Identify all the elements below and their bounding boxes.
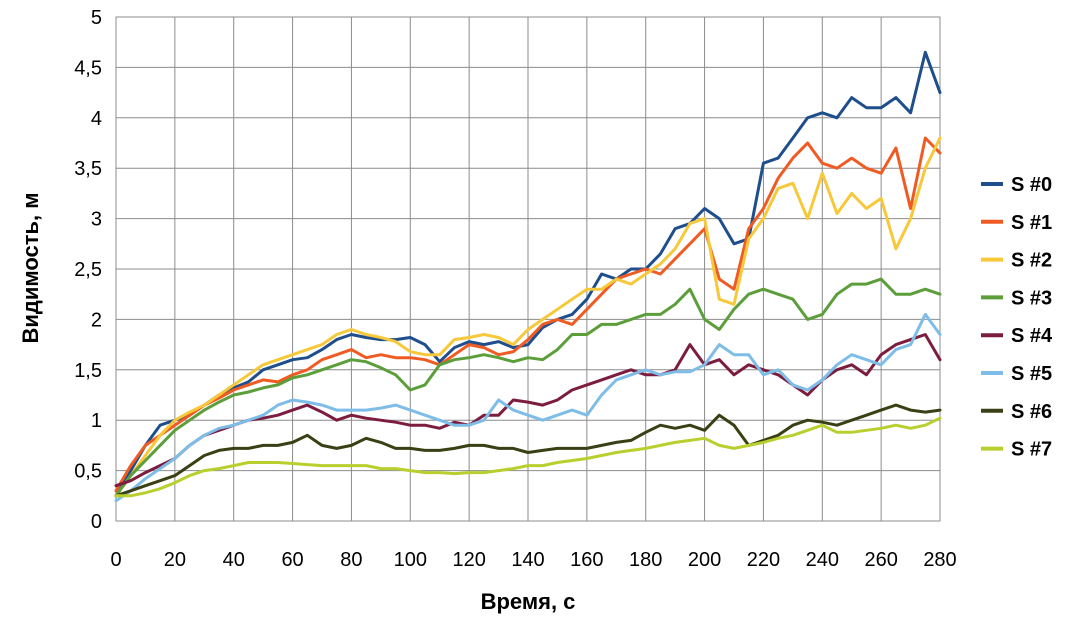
- y-tick-label: 0: [91, 511, 102, 533]
- x-tick-label: 80: [340, 549, 362, 571]
- legend-item-5: S #5: [981, 363, 1052, 385]
- legend-item-0: S #0: [981, 174, 1052, 196]
- y-tick-label: 3: [91, 209, 102, 231]
- series-line-6: [114, 403, 942, 498]
- y-tick-label: 4,5: [74, 57, 102, 79]
- y-tick-label: 3,5: [74, 158, 102, 180]
- legend-item-3: S #3: [981, 287, 1052, 309]
- legend-item-7: S #7: [981, 439, 1052, 461]
- legend-item-6: S #6: [981, 401, 1052, 423]
- y-tick-label: 0,5: [74, 461, 102, 483]
- plot-area: [115, 16, 941, 522]
- x-tick-label: 140: [511, 549, 544, 571]
- y-tick-label: 1: [91, 410, 102, 432]
- x-tick-label: 200: [688, 549, 721, 571]
- grid: [115, 16, 941, 522]
- y-tick-label: 4: [91, 108, 102, 130]
- series-line-5: [114, 312, 942, 503]
- legend-label: S #6: [1011, 401, 1052, 423]
- legend-label: S #7: [1011, 439, 1052, 461]
- legend-item-1: S #1: [981, 212, 1052, 234]
- x-tick-label: 20: [164, 549, 186, 571]
- x-tick-label: 100: [394, 549, 427, 571]
- legend-label: S #1: [1011, 212, 1052, 234]
- y-tick-label: 5: [91, 7, 102, 29]
- y-tick-label: 2: [91, 309, 102, 331]
- x-axis-ticks: 0 20 40 60 80 100 120 140 160 180 200 220 240 260 280: [110, 549, 956, 571]
- y-axis-title: Видимость, м: [18, 192, 43, 343]
- x-tick-label: 180: [629, 549, 662, 571]
- x-tick-label: 40: [223, 549, 245, 571]
- x-tick-label: 120: [452, 549, 485, 571]
- x-tick-label: 0: [110, 549, 121, 571]
- y-axis-ticks: 0 0,5 1 1,5 2 2,5 3 3,5 4 4,5 5: [74, 7, 102, 533]
- x-axis-title: Время, с: [481, 589, 576, 614]
- x-tick-label: 220: [747, 549, 780, 571]
- legend-item-2: S #2: [981, 250, 1052, 272]
- legend-label: S #0: [1011, 174, 1052, 196]
- x-tick-label: 260: [864, 549, 897, 571]
- x-tick-label: 60: [281, 549, 303, 571]
- legend: S #0 S #1 S #2 S #3 S #4 S #5 S #6 S #7: [981, 174, 1053, 461]
- x-tick-label: 160: [570, 549, 603, 571]
- series-lines: [114, 50, 942, 503]
- legend-label: S #2: [1011, 250, 1052, 272]
- series-line-7: [114, 416, 942, 498]
- legend-label: S #3: [1011, 287, 1052, 309]
- legend-item-4: S #4: [981, 325, 1053, 347]
- x-tick-label: 240: [806, 549, 839, 571]
- legend-label: S #4: [1011, 325, 1053, 347]
- y-tick-label: 2,5: [74, 259, 102, 281]
- series-line-0: [114, 50, 942, 498]
- legend-label: S #5: [1011, 363, 1052, 385]
- series-line-1: [114, 136, 942, 493]
- series-line-3: [114, 277, 942, 498]
- y-tick-label: 1,5: [74, 360, 102, 382]
- series-line-2: [114, 136, 942, 498]
- x-tick-label: 280: [923, 549, 956, 571]
